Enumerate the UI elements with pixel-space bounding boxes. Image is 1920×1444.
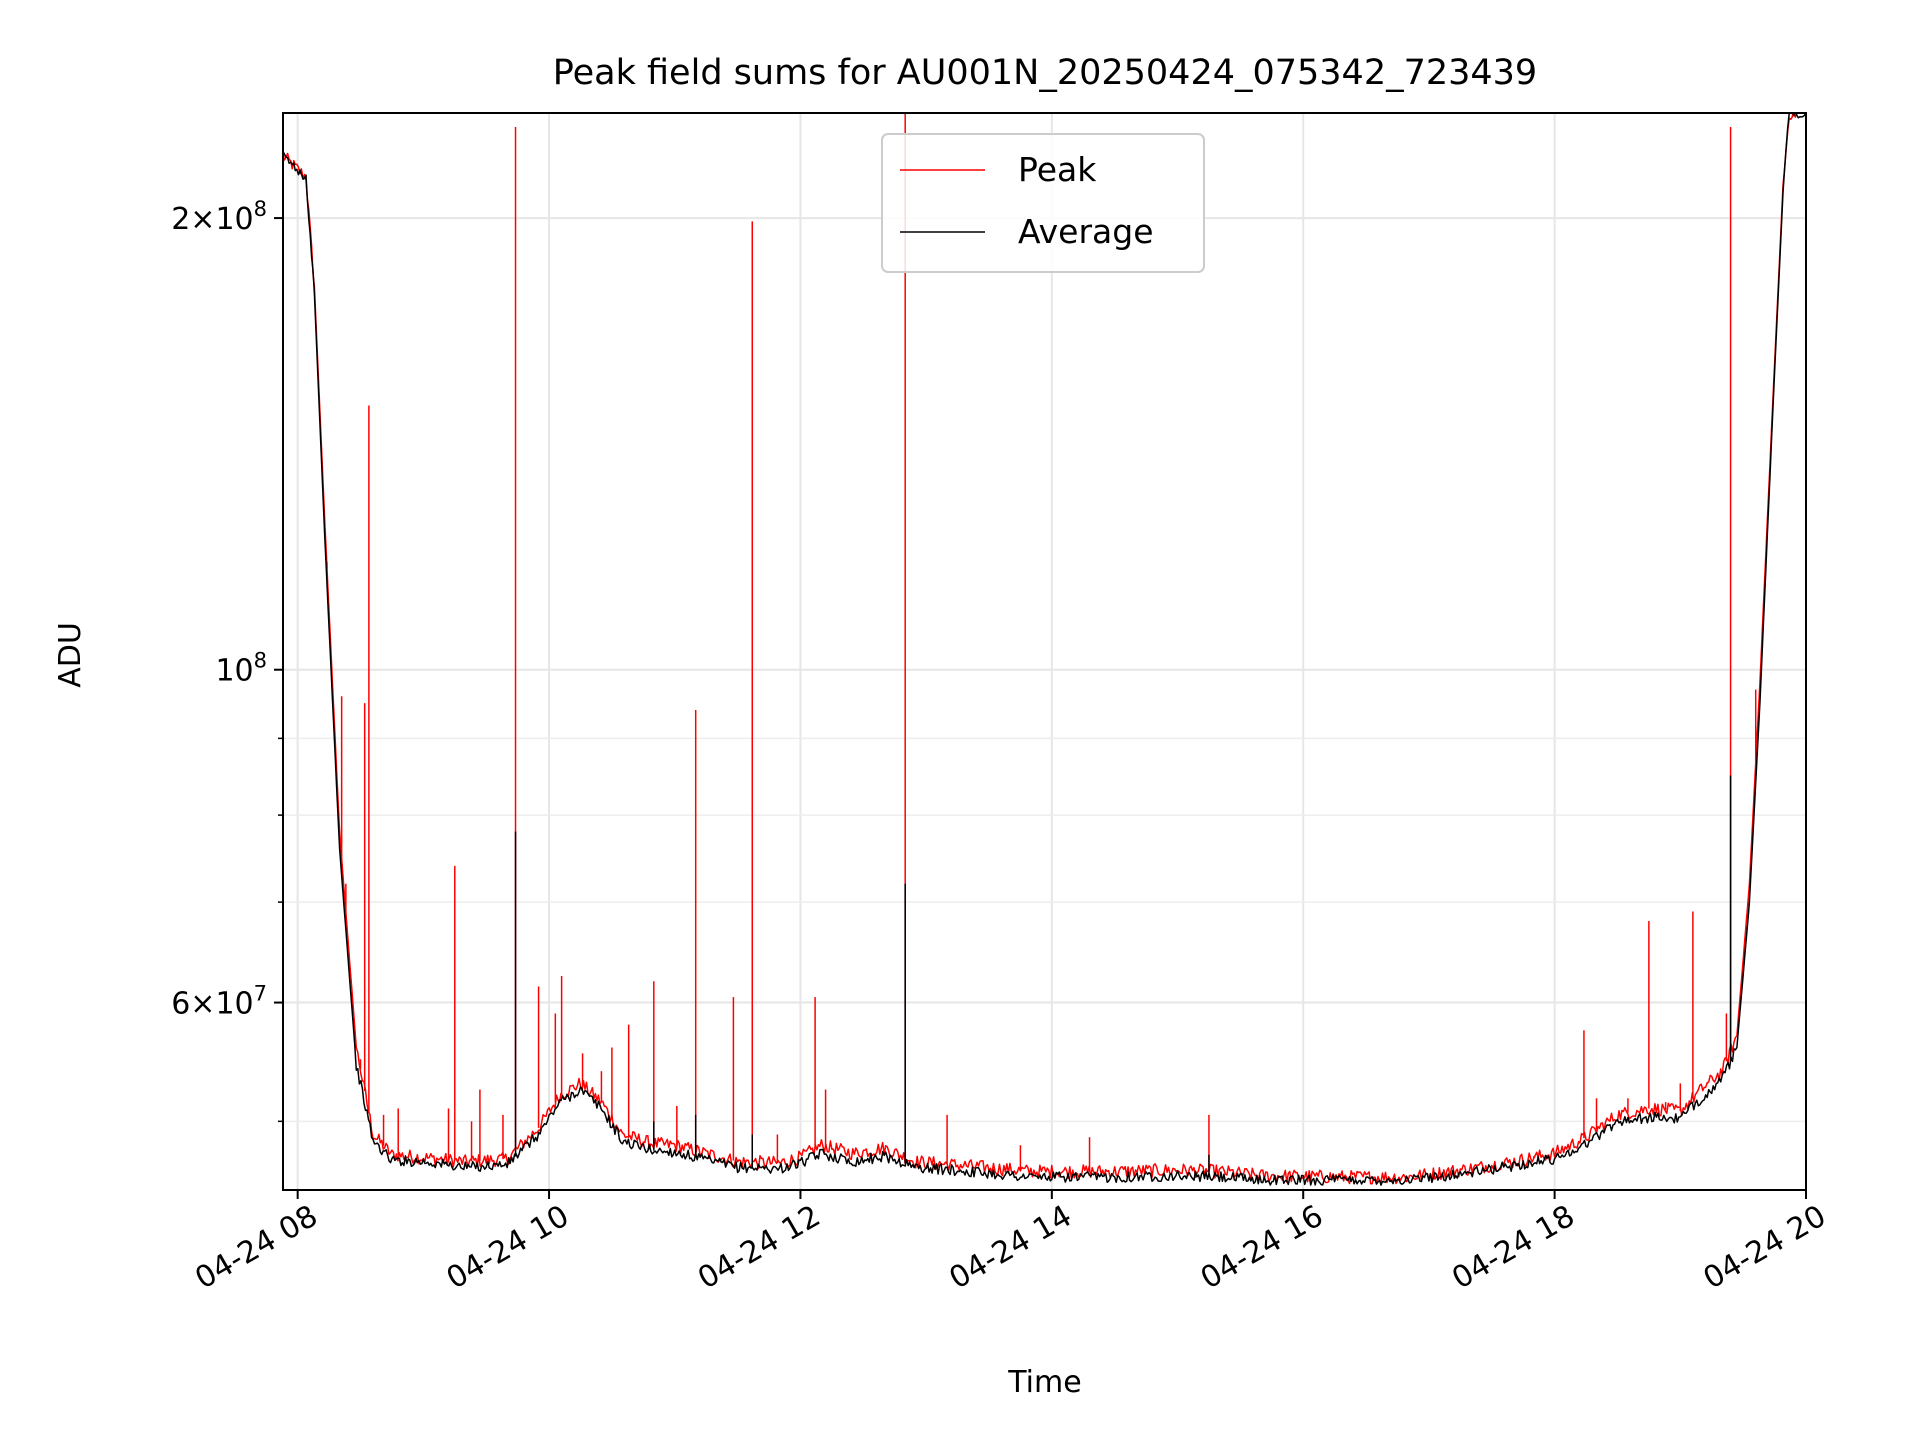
x-tick-label: 04-24 12: [692, 1199, 826, 1297]
legend-label-peak: Peak: [1018, 150, 1097, 189]
x-tick-label: 04-24 20: [1698, 1199, 1832, 1297]
y-axis: 6×107 108 2×108: [171, 197, 283, 1123]
y-axis-label: ADU: [53, 622, 88, 688]
x-tick-label: 04-24 14: [944, 1199, 1078, 1297]
y-tick-label: 2×108: [171, 197, 267, 237]
series-line-average: [283, 113, 1806, 1186]
chart-title: Peak field sums for AU001N_20250424_0753…: [553, 53, 1537, 93]
x-tick-label: 04-24 08: [189, 1199, 323, 1297]
x-tick-label: 04-24 10: [441, 1199, 575, 1297]
series-line-peak: [283, 113, 1806, 1185]
y-tick-label: 6×107: [171, 982, 267, 1022]
plot-series: [283, 113, 1806, 1186]
x-axis: 04-24 08 04-24 10 04-24 12 04-24 14 04-24 16…: [189, 1190, 1832, 1296]
legend-label-average: Average: [1018, 212, 1154, 251]
grid: [283, 113, 1807, 1190]
x-axis-label: Time: [1007, 1365, 1081, 1400]
plot-frame: [282, 112, 1807, 1191]
x-tick-label: 04-24 16: [1195, 1199, 1329, 1297]
legend: Peak Average: [881, 133, 1205, 273]
x-tick-label: 04-24 18: [1446, 1199, 1580, 1297]
legend-frame: [881, 133, 1205, 273]
y-tick-label: 108: [215, 649, 267, 689]
